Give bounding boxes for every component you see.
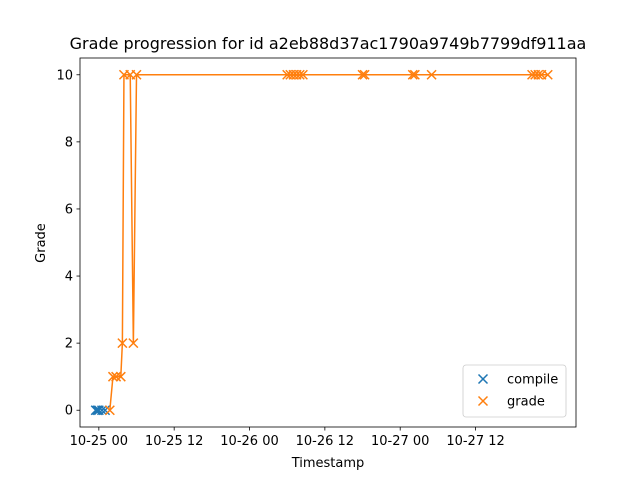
data-point-grade: [104, 405, 115, 416]
data-point-grade: [115, 371, 126, 382]
y-tick-label: 4: [65, 270, 73, 285]
y-tick-label: 8: [65, 135, 73, 150]
x-tick-label: 10-27 12: [446, 434, 504, 449]
data-point-grade: [357, 69, 368, 80]
data-point-compile: [100, 405, 111, 416]
legend-label: grade: [507, 395, 545, 410]
axis-ticks: 0 2 4 6 8 10 10-25 00 10-25 12 10-26 00 10-26 12 1…: [56, 68, 504, 449]
data-point-grade: [117, 338, 128, 349]
x-tick-label: 10-27 00: [371, 434, 429, 449]
data-point-grade: [359, 69, 370, 80]
series-compile: [90, 405, 111, 416]
data-point-grade: [409, 69, 420, 80]
data-point-grade: [111, 371, 122, 382]
data-point-grade: [107, 371, 118, 382]
x-tick-label: 10-25 00: [70, 434, 128, 449]
data-point-compile: [92, 405, 103, 416]
axes-frame: [79, 57, 577, 428]
x-tick-label: 10-26 12: [296, 434, 354, 449]
data-point-compile: [96, 405, 108, 416]
data-point-grade: [407, 69, 418, 80]
legend: compile grade: [462, 364, 567, 418]
data-point-grade: [128, 338, 139, 349]
x-tick-label: 10-25 12: [145, 434, 203, 449]
data-point-grade: [294, 69, 305, 80]
y-tick-label: 10: [56, 68, 73, 83]
x-tick-label: 10-26 00: [220, 434, 278, 449]
series-grade: [104, 69, 553, 416]
y-tick-label: 2: [65, 337, 73, 352]
plot-area: 0 2 4 6 8 10 10-25 00 10-25 12 10-26 00 10-26 12 1…: [56, 57, 577, 449]
data-point-grade: [297, 69, 308, 80]
data-point-grade: [131, 69, 142, 80]
legend-frame: [462, 364, 567, 418]
y-axis-label: Grade: [34, 223, 49, 263]
y-tick-label: 6: [65, 202, 73, 217]
data-point-grade: [542, 69, 553, 80]
data-point-grade: [426, 69, 437, 80]
data-point-grade: [533, 69, 544, 80]
legend-label: compile: [507, 373, 558, 388]
x-axis-label: Timestamp: [291, 456, 365, 471]
legend-marker-compile: [477, 373, 489, 385]
y-tick-label: 0: [65, 404, 73, 419]
legend-marker-grade: [477, 395, 489, 407]
chart-title: Grade progression for id a2eb88d37ac1790…: [70, 34, 587, 53]
